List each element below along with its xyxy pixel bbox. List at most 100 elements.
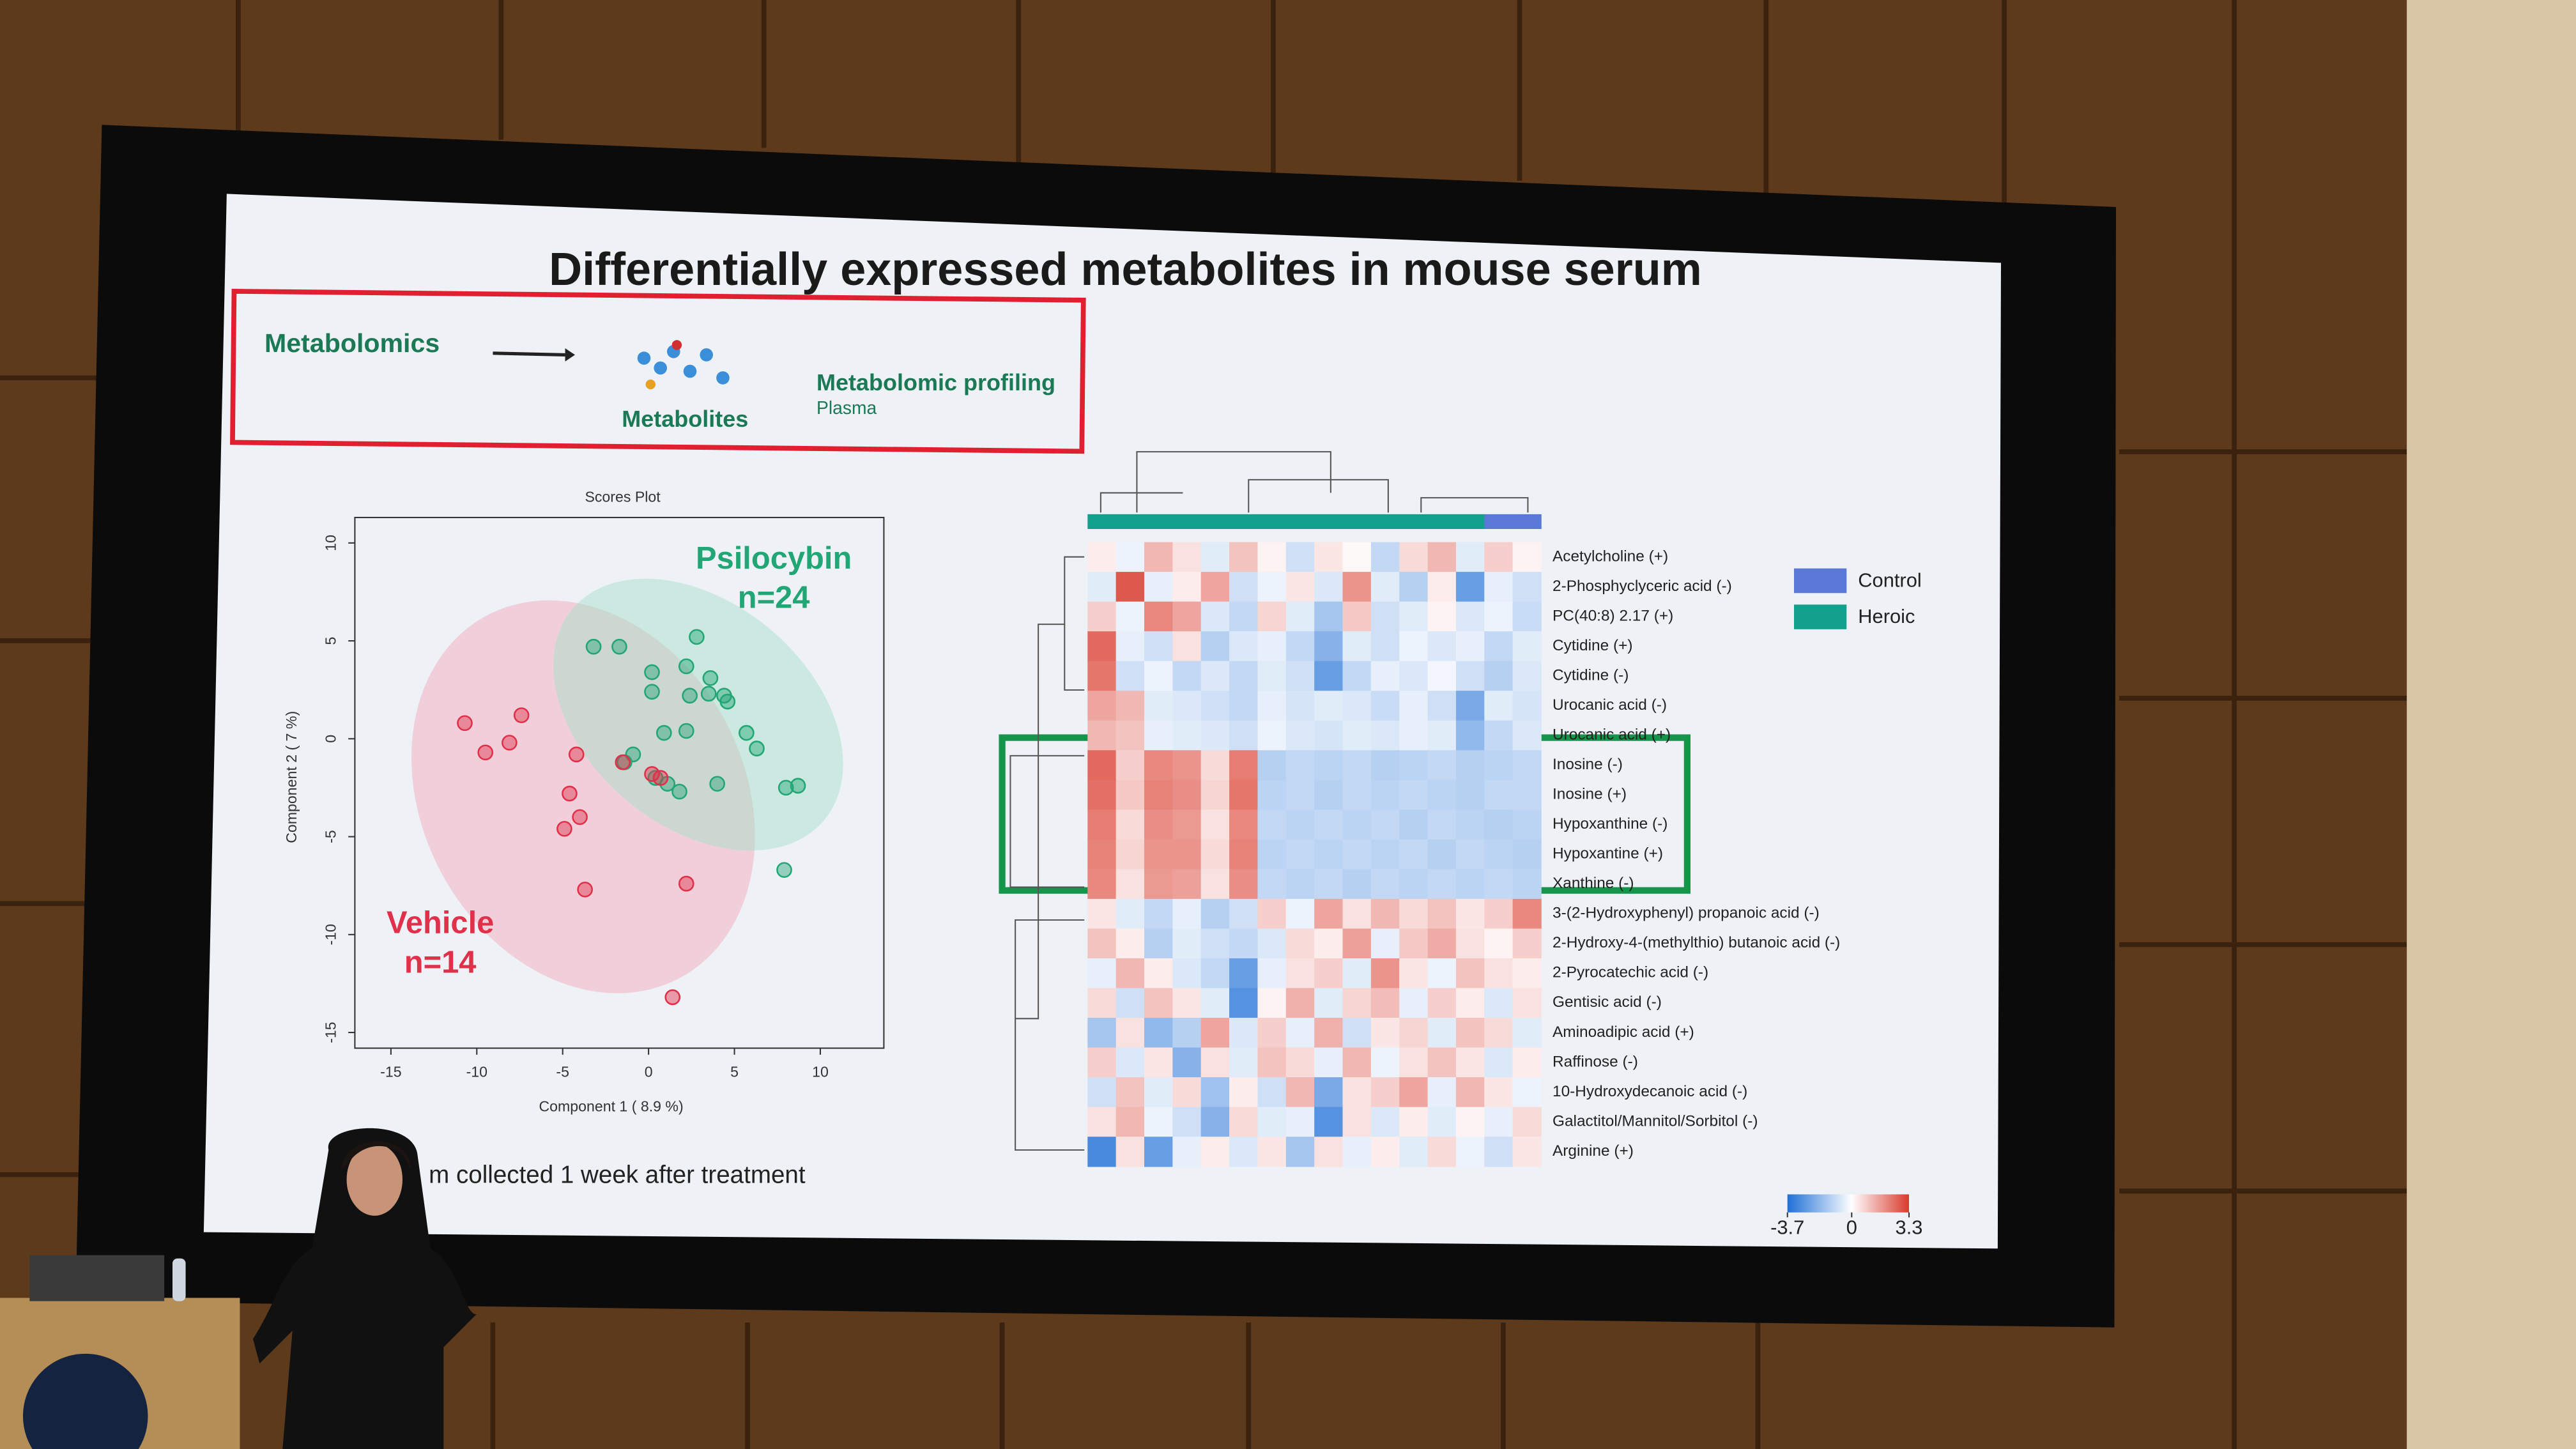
heatmap-cell (1087, 1137, 1117, 1167)
heatmap-cell (1229, 809, 1259, 840)
heatmap-cell (1285, 839, 1315, 870)
heatmap-cell (1427, 572, 1457, 602)
heatmap-cell (1116, 661, 1145, 691)
heatmap-cell (1257, 691, 1287, 721)
heatmap-cell (1229, 661, 1259, 691)
heatmap-cell (1512, 958, 1542, 989)
workflow-box (230, 289, 1086, 454)
heatmap-cell (1370, 988, 1400, 1018)
heatmap-cell (1427, 779, 1457, 811)
heatmap-cell (1427, 750, 1457, 781)
row-label: PC(40:8) 2.17 (+) (1552, 607, 1673, 624)
heatmap-cell (1144, 572, 1174, 602)
heatmap-cell (1455, 601, 1485, 632)
heatmap-cell (1200, 542, 1230, 572)
heatmap-cell (1399, 958, 1429, 989)
column-group (1512, 514, 1542, 529)
heatmap-cell (1484, 1077, 1514, 1108)
heatmap-cell (1399, 601, 1429, 632)
heatmap-cell (1484, 661, 1514, 691)
heatmap-cell (1399, 809, 1429, 840)
heatmap-cell (1172, 750, 1202, 781)
heatmap-cell (1200, 869, 1230, 900)
heatmap-cell (1116, 898, 1145, 930)
heatmap-cell (1087, 869, 1117, 900)
heatmap-cell (1370, 1018, 1400, 1048)
heatmap-cell (1285, 750, 1315, 781)
heatmap-cell (1512, 601, 1542, 632)
heatmap-cell (1087, 1107, 1117, 1137)
heatmap-cell (1314, 542, 1344, 572)
heatmap-cell (1229, 720, 1259, 751)
point (702, 670, 719, 686)
heatmap-cell (1172, 869, 1202, 900)
heatmap-cell (1342, 779, 1372, 811)
heatmap-cell (1200, 839, 1230, 870)
heatmap-cell (1144, 898, 1174, 930)
colorbar (1787, 1194, 1909, 1213)
column-group (1116, 514, 1145, 529)
row-label: 2-Hydroxy-4-(methylthio) butanoic acid (… (1552, 934, 1840, 951)
heatmap-cell (1172, 1077, 1202, 1108)
point (778, 779, 794, 796)
heatmap-cell (1427, 691, 1457, 721)
heatmap-cell (1229, 898, 1259, 930)
heatmap-cell (1200, 779, 1230, 811)
heatmap-cell (1314, 601, 1344, 632)
series-annotation: n=24 (738, 580, 810, 615)
x-tick-label: 5 (730, 1063, 739, 1080)
heatmap-cell (1144, 839, 1174, 870)
workflow-step: Metabolomic profiling (816, 369, 1055, 395)
x-tick-label: -15 (380, 1063, 401, 1080)
heatmap-cell (1455, 988, 1485, 1018)
heatmap-cell (1314, 898, 1344, 930)
heatmap-cell (1314, 779, 1344, 811)
column-group (1229, 514, 1259, 529)
heatmap-cell (1116, 1137, 1145, 1167)
point (709, 776, 726, 792)
heatmap-cell (1512, 869, 1542, 900)
heatmap-cell (1342, 839, 1372, 870)
heatmap-cell (1427, 869, 1457, 900)
heatmap-cell (1172, 661, 1202, 691)
heatmap-cell (1285, 542, 1315, 572)
column-group (1257, 514, 1287, 529)
heatmap-cell (1399, 1137, 1429, 1167)
heatmap-cell (1200, 898, 1230, 930)
column-group (1200, 514, 1230, 529)
heatmap-cell (1314, 988, 1344, 1018)
heatmap-cell (1200, 572, 1230, 602)
heatmap-cell (1200, 750, 1230, 781)
point (585, 638, 602, 655)
heatmap-cell (1370, 869, 1400, 900)
heatmap-cell (1116, 1047, 1145, 1078)
heatmap-cell (1285, 1077, 1315, 1108)
colorbar-tick-label: -3.7 (1770, 1216, 1804, 1239)
heatmap-cell (1455, 542, 1485, 572)
heatmap-cell (1285, 601, 1315, 632)
heatmap-cell (1314, 839, 1344, 870)
heatmap-cell (1484, 542, 1514, 572)
heatmap-cell (1370, 1137, 1400, 1167)
heatmap-cell (1087, 601, 1117, 632)
heatmap-cell (1484, 1018, 1514, 1048)
heatmap-cell (1172, 1018, 1202, 1048)
heatmap-cell (1285, 572, 1315, 602)
heatmap-cell (1257, 839, 1287, 870)
heatmap-cell (1370, 572, 1400, 602)
heatmap-cell (1172, 809, 1202, 840)
heatmap-cell (1172, 839, 1202, 870)
heatmap-cell (1399, 542, 1429, 572)
legend-swatch (1794, 604, 1847, 629)
heatmap-cell (1342, 750, 1372, 781)
heatmap-cell (1484, 691, 1514, 721)
column-group (1370, 514, 1400, 529)
heatmap-cell (1399, 1018, 1429, 1048)
heatmap-cell (1455, 720, 1485, 751)
heatmap-cell (1427, 988, 1457, 1018)
heatmap-cell (1229, 839, 1259, 870)
heatmap-cell (1399, 928, 1429, 959)
column-group (1455, 514, 1485, 529)
point (615, 754, 631, 770)
